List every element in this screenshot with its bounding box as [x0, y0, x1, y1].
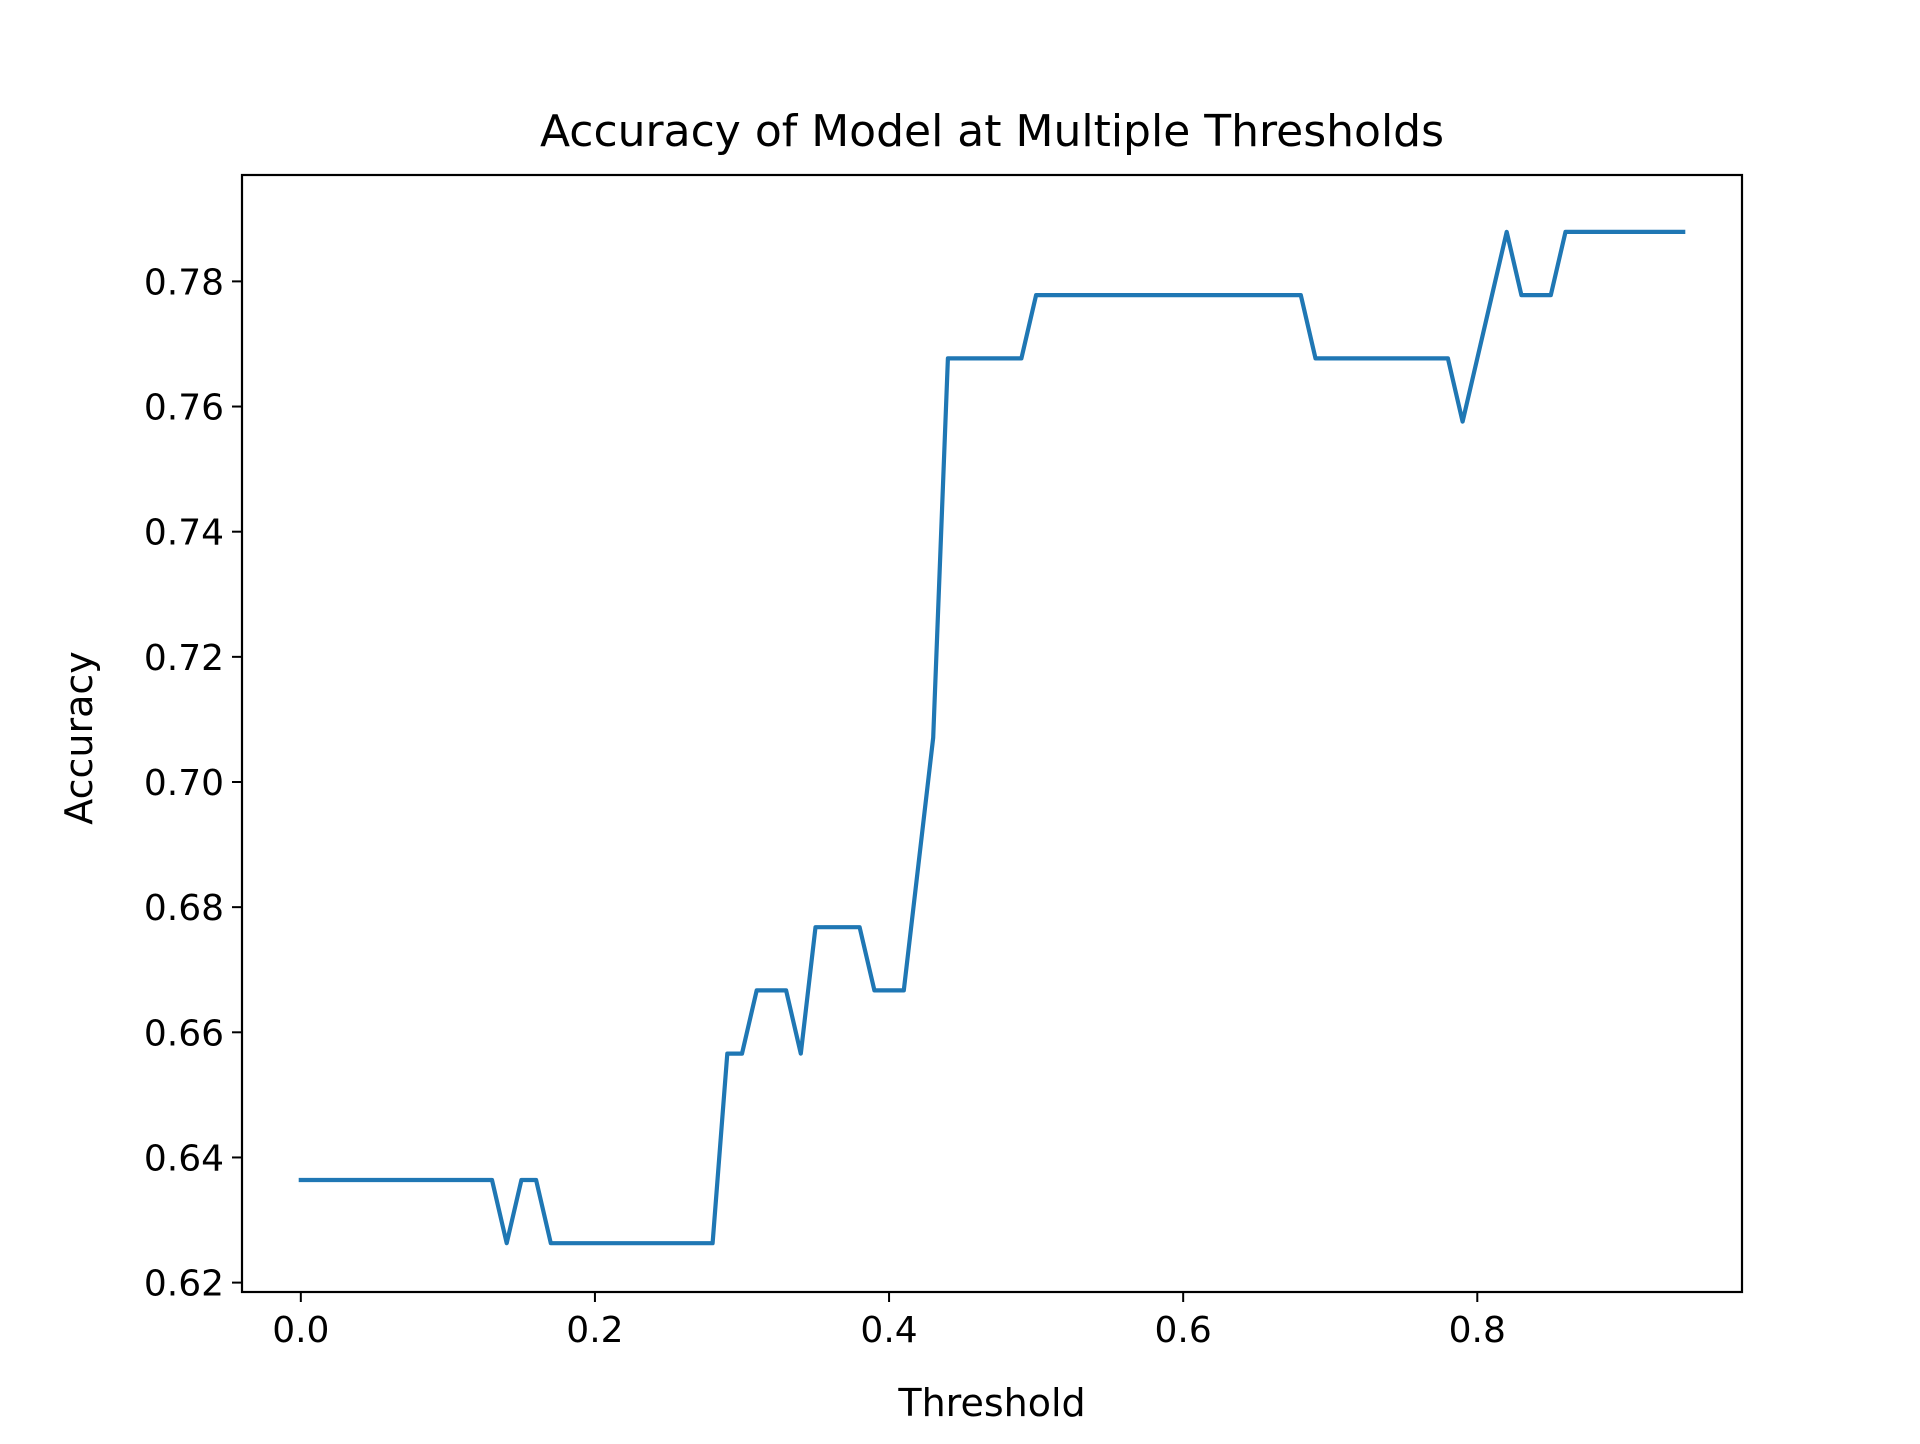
x-tick-label: 0.8 [1449, 1310, 1506, 1351]
y-tick-label: 0.72 [144, 638, 224, 679]
y-axis-label: Accuracy [57, 651, 101, 825]
x-axis-label: Threshold [897, 1381, 1085, 1425]
y-tick-label: 0.76 [144, 388, 224, 429]
chart-title: Accuracy of Model at Multiple Thresholds [540, 106, 1444, 157]
x-tick-label: 0.2 [566, 1310, 623, 1351]
y-tick-label: 0.70 [144, 763, 224, 804]
y-tick-label: 0.64 [144, 1138, 224, 1179]
series-line-0 [298, 229, 1686, 1246]
y-tick-label: 0.66 [144, 1013, 224, 1054]
y-tick-label: 0.68 [144, 888, 224, 929]
plot-area: 0.0 0.2 0.4 0.6 0.8 0.62 0.64 0.66 0.68 0.70 0.72 0… [144, 173, 1744, 1351]
x-tick-label: 0.6 [1155, 1310, 1212, 1351]
y-tick-label: 0.78 [144, 262, 224, 303]
y-tick-label: 0.74 [144, 513, 224, 554]
x-tick-label: 0.4 [860, 1310, 917, 1351]
plot-frame [240, 173, 1744, 1294]
x-tick-label: 0.0 [272, 1310, 329, 1351]
y-tick-label: 0.62 [144, 1264, 224, 1305]
